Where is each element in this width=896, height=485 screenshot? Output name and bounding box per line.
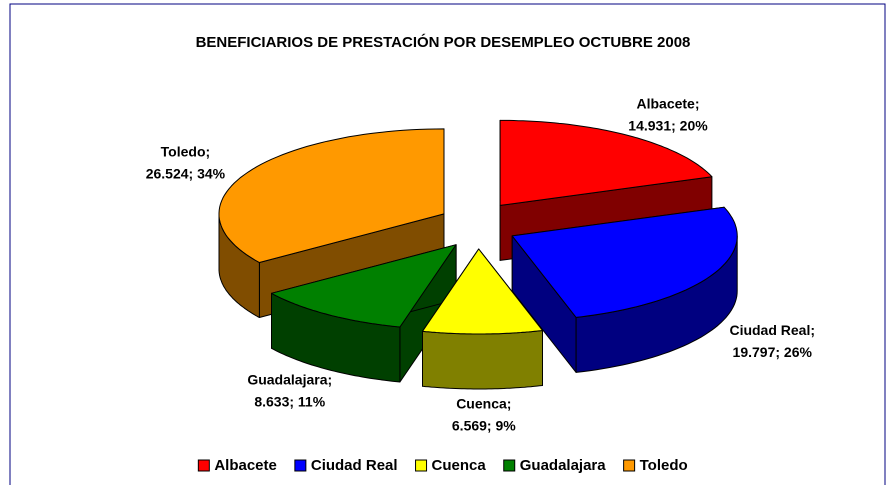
data-label: 8.633; 11% [254,394,325,410]
chart-frame [9,3,886,485]
data-label: Albacete; [636,95,699,111]
legend-swatch [623,459,636,472]
slice-wall [422,330,543,390]
slice-top [271,244,457,328]
data-label: 6.569; 9% [452,418,516,434]
legend-label: Guadalajara [520,457,607,474]
legend-swatch [294,459,307,472]
legend-swatch [415,459,428,472]
data-label: 26.524; 34% [146,165,226,181]
data-label: 14.931; 20% [628,117,708,133]
slice-top [511,206,738,318]
chart-title: BENEFICIARIOS DE PRESTACIÓN POR DESEMPLE… [196,33,691,51]
legend-label: Cuenca [432,457,487,474]
legend-label: Toledo [640,457,688,474]
legend: Albacete Ciudad Real Cuenca Guadalajara Tole… [197,457,688,474]
legend-swatch [197,459,210,472]
data-label: Ciudad Real; [729,322,815,338]
slice-top [422,248,543,335]
data-label: Toledo; [161,143,211,159]
pie-slice [271,244,457,383]
data-label: Guadalajara; [247,372,332,388]
legend-label: Albacete [214,457,277,474]
data-label: Cuenca; [456,396,511,412]
legend-label: Ciudad Real [311,457,398,474]
slice-top [499,119,713,206]
slice-top [218,128,445,263]
pie-slice [511,206,738,373]
legend-swatch [503,459,516,472]
data-label: 19.797; 26% [733,344,813,360]
pie-slice [422,248,543,390]
